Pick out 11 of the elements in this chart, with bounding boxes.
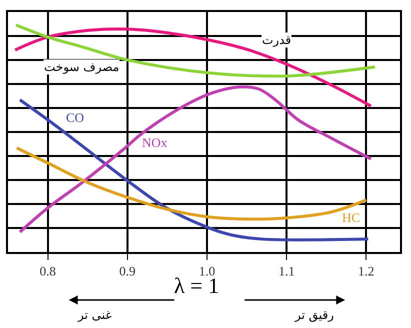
text: غنی تر [77, 308, 112, 322]
series-label: HC [342, 210, 360, 225]
series-label: مصرف سوخت [44, 60, 120, 74]
series-label: CO [66, 110, 84, 125]
x-tick-label: 0.9 [119, 263, 136, 278]
series-label: قدرت [262, 33, 292, 47]
x-tick-label: 0.8 [40, 263, 56, 278]
text: رقیق تر [294, 308, 334, 322]
x-tick-label: 1.2 [358, 263, 374, 278]
x-tick-label: 1.1 [278, 263, 295, 278]
series-label: NOx [142, 135, 168, 150]
